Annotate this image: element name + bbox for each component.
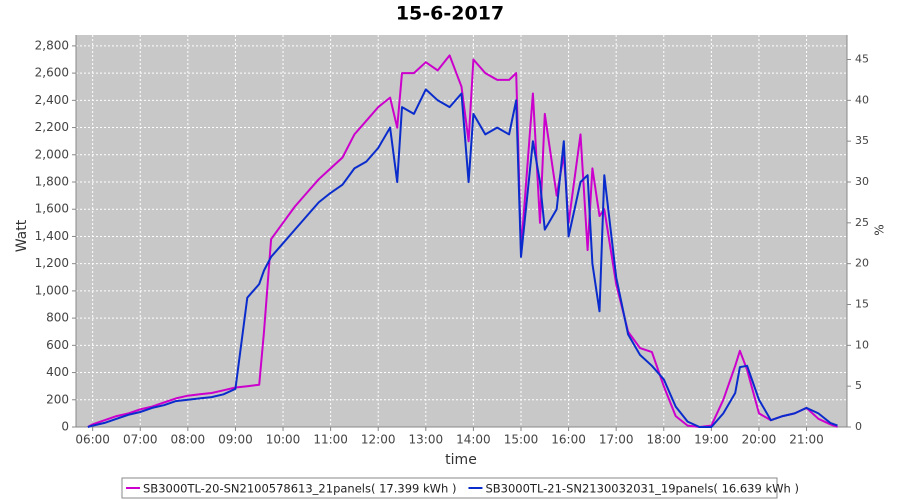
- legend: [121, 477, 778, 499]
- series-line: [87, 88, 838, 428]
- x-tick-label: 19:00: [694, 433, 729, 447]
- x-tick-label: 10:00: [266, 433, 301, 447]
- y2-tick-label: 5: [855, 379, 862, 392]
- x-tick-label: 12:00: [361, 433, 396, 447]
- x-tick-label: 20:00: [742, 433, 777, 447]
- y2-tick-label: 40: [855, 93, 869, 106]
- y-axis-label: Watt: [14, 219, 30, 252]
- y-tick-label: 0: [61, 420, 69, 434]
- y2-tick-label: 20: [855, 257, 869, 270]
- x-tick-label: 06:00: [75, 433, 110, 447]
- y2-tick-label: 10: [855, 338, 869, 351]
- y2-tick-label: 35: [855, 134, 869, 147]
- y-tick-label: 2,600: [35, 66, 69, 80]
- y-tick-label: 1,800: [35, 175, 69, 189]
- legend-label: SB3000TL-20-SN2100578613_21panels( 17.39…: [143, 482, 456, 496]
- y-tick-label: 1,200: [35, 256, 69, 270]
- y-tick-label: 400: [46, 365, 69, 379]
- y2-tick-label: 15: [855, 298, 869, 311]
- x-axis-label: time: [445, 452, 477, 468]
- x-tick-label: 18:00: [646, 433, 681, 447]
- x-tick-label: 17:00: [599, 433, 634, 447]
- y-tick-label: 1,000: [35, 283, 69, 297]
- x-tick-label: 11:00: [313, 433, 348, 447]
- x-tick-label: 13:00: [409, 433, 444, 447]
- legend-label: SB3000TL-21-SN2130032031_19panels( 16.63…: [485, 482, 798, 496]
- x-tick-label: 07:00: [123, 433, 158, 447]
- x-tick-label: 15:00: [504, 433, 539, 447]
- x-tick-label: 09:00: [218, 433, 253, 447]
- x-tick-label: 21:00: [789, 433, 824, 447]
- y-tick-label: 1,600: [35, 202, 69, 216]
- x-tick-label: 08:00: [171, 433, 206, 447]
- y-tick-label: 2,800: [35, 38, 69, 52]
- y2-axis-label: %: [873, 224, 887, 235]
- chart-title: 15-6-2017: [396, 3, 504, 25]
- series-line: [87, 54, 838, 428]
- x-tick-label: 14:00: [456, 433, 491, 447]
- x-tick-label: 16:00: [551, 433, 586, 447]
- y-tick-label: 2,200: [35, 120, 69, 134]
- y-tick-label: 1,400: [35, 229, 69, 243]
- y-tick-label: 2,000: [35, 147, 69, 161]
- y2-tick-label: 0: [855, 420, 862, 433]
- y-tick-label: 2,400: [35, 93, 69, 107]
- y-tick-label: 800: [46, 311, 69, 325]
- y2-tick-label: 45: [855, 53, 869, 66]
- y-tick-label: 600: [46, 338, 69, 352]
- y2-tick-label: 25: [855, 216, 869, 229]
- y2-tick-label: 30: [855, 175, 869, 188]
- y-tick-label: 200: [46, 392, 69, 406]
